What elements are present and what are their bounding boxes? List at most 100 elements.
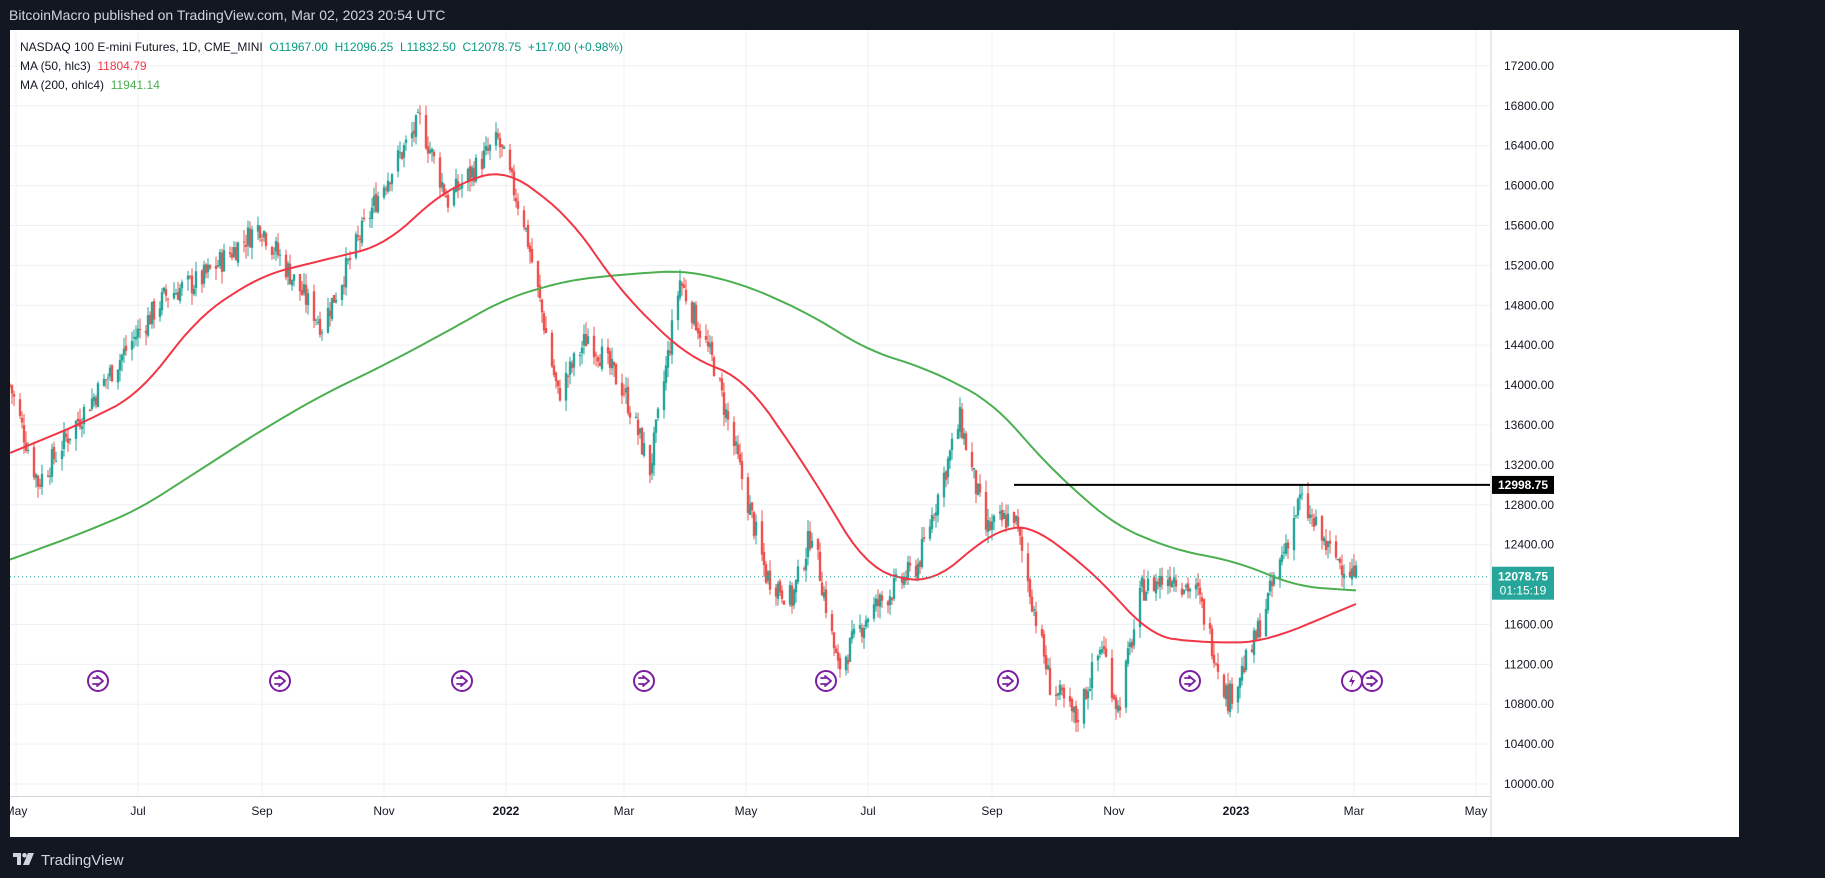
candle-up [844,656,848,671]
event-marker-icon[interactable] [269,670,291,692]
candle-down [270,247,274,255]
candle-up [1336,559,1340,561]
split-arrow-icon [456,675,468,687]
chart-svg[interactable]: 10000.00 10400.00 10800.00 11200.00 11600.00… [10,30,1739,837]
candle-down [358,238,362,240]
tradingview-logo[interactable]: TradingView [13,852,124,869]
candle-up [642,443,646,456]
candle-down [498,138,502,148]
event-marker-icon[interactable] [1179,670,1201,692]
candle-up [930,515,934,529]
legend-ma200-row[interactable]: MA (200, ohlc4) 11941.14 [20,76,623,95]
candle-up [992,515,996,522]
tradingview-logo-icon [13,853,34,865]
candle-down [1070,698,1074,712]
candle-down [500,144,504,147]
candle-up [638,428,642,434]
candle-down [1076,720,1080,723]
candle-down [556,380,560,387]
candle-up [1132,629,1136,646]
event-marker-icon[interactable] [997,670,1019,692]
chart-area[interactable]: 10000.00 10400.00 10800.00 11200.00 11600.00… [10,30,1739,837]
chart-legend: NASDAQ 100 E-mini Futures, 1D, CME_MINI … [20,38,623,95]
candle-up [40,473,44,488]
candle-down [190,275,194,294]
candle-up [1266,592,1270,611]
candle-up [664,365,668,383]
candle-up [652,432,656,466]
x-tick-label: Sep [251,804,273,818]
event-marker-ring [269,670,291,692]
candle-up [1256,620,1260,638]
candle-up [1354,565,1358,578]
candle-up [180,282,184,289]
candle-down [94,397,98,405]
legend-symbol: NASDAQ 100 E-mini Futures, 1D, CME_MINI [20,40,263,54]
candle-up [864,620,868,627]
candle-down [1044,654,1048,670]
candle-down [1186,583,1190,592]
candle-down [540,299,544,313]
candle-up [1128,642,1132,647]
y-tick-label: 12400.00 [1504,538,1554,552]
ma50-line [10,173,1357,644]
candle-down [1020,536,1024,551]
candle-up [1228,683,1232,713]
candle-up [172,292,176,299]
candle-down [834,648,838,654]
candle-up [1126,648,1130,664]
event-marker-icon[interactable] [1361,670,1383,692]
candle-down [1338,558,1342,563]
y-tick-label: 16400.00 [1504,139,1554,153]
candle-down [468,166,472,181]
candle-down [1168,576,1172,587]
candle-down [1226,684,1230,712]
candle-up [734,441,738,446]
candle-down [978,483,982,493]
candle-down [200,270,204,285]
candle-up [1188,588,1192,592]
candle-up [792,589,796,606]
candle-up [1342,573,1346,578]
candle-up [1046,665,1050,670]
candle-up [958,407,962,432]
event-marker-icon[interactable] [451,670,473,692]
candle-down [876,599,880,606]
candle-up [1154,581,1158,594]
candle-up [376,196,380,213]
legend-change: +117.00 (+0.98%) [527,40,624,54]
candle-up [568,361,572,375]
legend-ma50-label: MA (50, hlc3) [20,59,91,73]
candle-down [1152,577,1156,592]
legend-ma50-row[interactable]: MA (50, hlc3) 11804.79 [20,57,623,76]
event-marker-icon[interactable] [1341,670,1363,692]
x-tick-label: May [1465,804,1488,818]
candle-down [752,512,756,537]
candle-down [318,319,322,335]
candle-up [416,111,420,113]
candle-up [118,360,122,371]
candle-down [356,235,360,238]
event-marker-icon[interactable] [87,670,109,692]
event-marker-ring [815,670,837,692]
candle-up [50,449,54,477]
candle-down [648,444,652,476]
candle-down [710,341,714,355]
candle-up [586,336,590,344]
candle-down [608,351,612,368]
candle-down [512,171,516,196]
candle-down [542,313,546,331]
candle-up [724,409,728,418]
x-tick-label: Nov [373,804,394,818]
candle-up [524,227,528,230]
event-marker-icon[interactable] [633,670,655,692]
candle-down [620,382,624,396]
candle-down [764,564,768,583]
candle-up [232,247,236,257]
candle-down [1258,620,1262,638]
candle-up [806,531,810,558]
candle-down [1212,654,1216,664]
candle-up [1002,513,1006,519]
event-marker-icon[interactable] [815,670,837,692]
candle-up [272,252,276,254]
